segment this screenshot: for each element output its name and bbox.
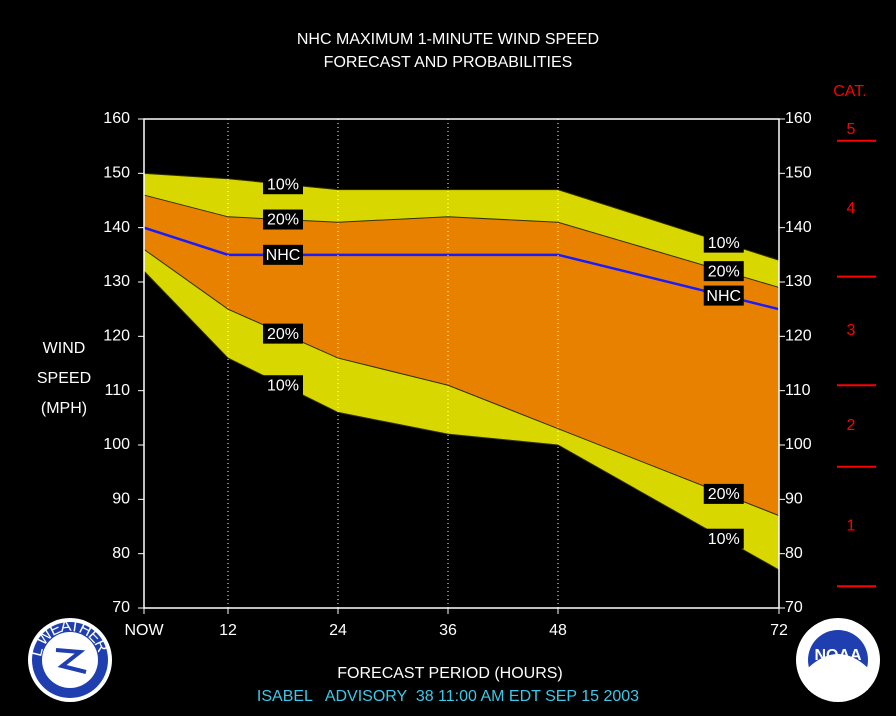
line-label-box <box>703 483 744 504</box>
x-tick-label: NOW <box>124 622 164 639</box>
y2-tick-label: 100 <box>785 436 812 453</box>
x-tick-label: 36 <box>439 622 457 639</box>
y-axis-label: (MPH) <box>41 400 87 417</box>
y-tick-label: 90 <box>112 491 130 508</box>
category-label: 5 <box>847 121 856 138</box>
line-label: 20% <box>708 486 740 503</box>
line-label: 10% <box>708 235 740 252</box>
line-label-box <box>703 285 744 306</box>
line-label-box <box>703 261 744 282</box>
band-edge <box>143 270 780 571</box>
logo-text: NATIONAL WEATHER SERVICE <box>0 0 112 658</box>
y-tick-label: 70 <box>112 599 130 616</box>
y-axis-label: SPEED <box>37 370 91 387</box>
x-axis-label: FORECAST PERIOD (HOURS) <box>337 665 563 682</box>
y2-tick-label: 80 <box>785 545 803 562</box>
y-tick-label: 140 <box>103 219 130 236</box>
category-label: 3 <box>847 322 856 339</box>
y2-tick-label: 120 <box>785 328 812 345</box>
x-tick-label: 12 <box>219 622 237 639</box>
y2-tick-label: 110 <box>785 382 811 399</box>
forecast-line <box>143 226 780 311</box>
y2-tick-label: 70 <box>785 599 803 616</box>
x-tick-label: 48 <box>549 622 567 639</box>
y-tick-label: 100 <box>103 436 130 453</box>
y-axis-label: WIND <box>43 340 86 357</box>
probability-band <box>144 195 779 516</box>
line-label-box <box>263 209 303 230</box>
line-label: NHC <box>706 288 741 305</box>
band-edge <box>143 248 780 517</box>
y2-tick-label: 130 <box>785 273 812 290</box>
y2-tick-label: 150 <box>785 165 812 182</box>
line-label-box <box>263 375 303 396</box>
line-label-box <box>703 232 744 253</box>
logo-text: NATIONAL WEATHER SERVICE <box>0 0 112 658</box>
footer: ISABEL ADVISORY 38 11:00 AM EDT SEP 15 2… <box>257 688 639 705</box>
logo-text: NOAA <box>814 647 862 664</box>
x-tick-label: 72 <box>770 622 788 639</box>
line-label: 10% <box>267 176 299 193</box>
category-label: 4 <box>847 200 856 217</box>
y-tick-label: 80 <box>112 545 130 562</box>
line-label: NHC <box>266 247 301 264</box>
y-tick-label: 150 <box>103 165 130 182</box>
line-label: 10% <box>708 531 740 548</box>
line-label-box <box>703 528 744 549</box>
line-label-box <box>263 244 303 265</box>
y-tick-label: 110 <box>104 382 130 399</box>
line-label-box <box>263 174 303 195</box>
y2-tick-label: 90 <box>785 491 803 508</box>
line-label: 10% <box>267 377 299 394</box>
band-edge <box>143 172 780 261</box>
noaa-logo: NOAA <box>796 618 880 702</box>
category-label: 1 <box>847 518 856 535</box>
line-label: 20% <box>267 212 299 229</box>
logo-bird <box>808 654 868 690</box>
line-label: 20% <box>708 263 740 280</box>
y2-tick-label: 160 <box>785 110 812 127</box>
line-label: 20% <box>267 326 299 343</box>
y-tick-label: 160 <box>103 110 130 127</box>
y-tick-label: 120 <box>103 328 130 345</box>
y-tick-label: 130 <box>103 273 130 290</box>
category-title: CAT. <box>833 83 866 100</box>
line-label-box <box>263 323 303 344</box>
chart-subtitle: FORECAST AND PROBABILITIES <box>324 54 573 71</box>
category-label: 2 <box>847 417 856 434</box>
y2-tick-label: 140 <box>785 219 812 236</box>
x-tick-label: 24 <box>329 622 347 639</box>
logo-bolt <box>55 648 87 674</box>
band-edge <box>143 194 780 288</box>
chart-title: NHC MAXIMUM 1-MINUTE WIND SPEED <box>297 31 599 48</box>
